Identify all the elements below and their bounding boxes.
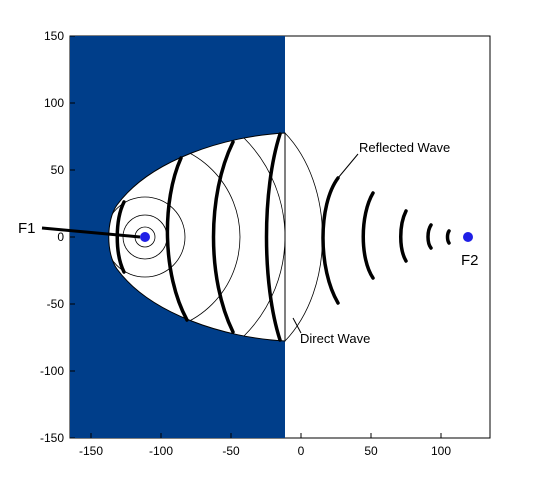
x-tick-label: 100 — [431, 444, 451, 458]
y-tick-label: -50 — [47, 297, 65, 311]
x-axis-ticks: -150 -100 -50 0 50 100 — [79, 433, 451, 458]
x-tick-label: -100 — [149, 444, 173, 458]
reflected-wave-front — [445, 229, 451, 245]
focus-f1-marker — [140, 232, 150, 242]
reflected-wave-label: Reflected Wave — [359, 140, 450, 155]
y-tick-label: 0 — [57, 230, 64, 244]
reflected-wave-front — [211, 140, 235, 334]
y-tick-label: -100 — [40, 364, 64, 378]
x-tick-label: -150 — [79, 444, 103, 458]
f2-label: F2 — [461, 252, 479, 269]
reflected-wave-fronts-outer — [321, 176, 451, 305]
y-tick-label: 100 — [44, 96, 64, 110]
reflected-wave-front — [399, 209, 408, 263]
y-axis-ticks: 150 100 50 0 -50 -100 -150 — [40, 29, 75, 445]
f1-label: F1 — [18, 220, 36, 237]
y-tick-label: 50 — [51, 163, 65, 177]
elliptical-cavity — [108, 132, 286, 342]
reflected-wave-front — [165, 156, 189, 322]
direct-wave-leader — [292, 317, 302, 334]
x-tick-label: 0 — [298, 444, 305, 458]
y-tick-label: 150 — [44, 29, 64, 43]
reflected-wave-front — [426, 223, 433, 250]
reflected-wave-front — [115, 200, 126, 274]
reflected-wave-leader — [337, 153, 359, 179]
focus-f2-marker — [463, 232, 473, 242]
x-tick-label: 50 — [364, 444, 378, 458]
direct-wave-label: Direct Wave — [300, 331, 370, 346]
f1-leader-line — [41, 226, 141, 239]
reflected-wave-front — [361, 191, 375, 280]
reflected-wave-fronts-inner — [115, 132, 282, 342]
reflected-wave-front — [264, 132, 282, 342]
y-tick-label: -150 — [40, 431, 64, 445]
direct-wave-circle — [108, 196, 186, 278]
x-tick-label: -50 — [222, 444, 240, 458]
reflected-wave-front — [321, 176, 340, 305]
